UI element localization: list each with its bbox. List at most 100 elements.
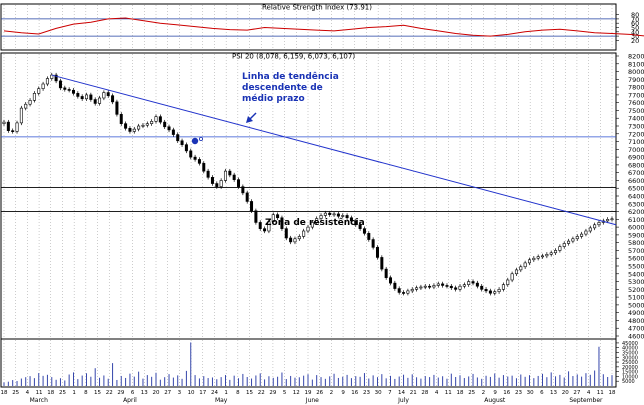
volume-bars [3,342,613,386]
month-label: March [30,397,48,404]
rsi-tick-label: 50 [631,24,639,32]
price-candle [567,240,571,244]
price-candle [419,286,423,289]
price-candle [210,177,214,184]
price-tick-label: 6100 [628,216,644,224]
price-candle [475,282,479,287]
day-tick-label: 21 [410,390,417,396]
price-candle [180,140,184,145]
price-candle [432,285,436,288]
price-candle [37,88,41,94]
price-tick-label: 4600 [628,333,644,341]
price-candle [610,218,614,221]
price-candle [119,114,123,124]
month-label: September [569,397,603,404]
price-horizontal-lines [1,136,616,212]
day-tick-label: 16 [503,390,510,396]
price-candle [145,123,149,126]
rsi-frame [0,3,617,51]
price-candle [323,212,327,216]
price-candle [15,122,19,132]
price-candle [171,129,175,135]
price-candle [28,100,32,105]
day-tick-label: 25 [468,390,475,396]
price-candle [436,283,440,286]
rsi-tick-label: 80 [631,11,639,19]
day-tick-label: 8 [236,390,240,396]
price-tick-label: 6800 [628,161,644,169]
price-tick-label: 4800 [628,317,644,325]
price-tick-label: 5400 [628,270,644,278]
price-candle [536,256,540,259]
price-candle [510,273,514,281]
price-candle [332,213,336,216]
price-tick-label: 4900 [628,309,644,317]
price-tick-label: 7200 [628,130,644,138]
price-panel: 4600470048004900500051005200530054005500… [0,52,644,341]
price-candle [128,128,132,132]
price-candle [189,150,193,158]
price-tick-label: 5000 [628,301,644,309]
price-candle [132,128,136,132]
x-axis: 18 25 4 11 18 25 1 8 15 22 29 6 13 20 27 3 10 17 24 1 8 15 22 2… [1,390,616,404]
price-candle [89,94,93,100]
price-candle [41,83,45,89]
price-candle [6,121,10,131]
volume-tick-label: 45000 [622,341,638,347]
price-tick-label: 7900 [628,76,644,84]
price-candle [445,285,449,287]
price-candle [54,74,58,82]
rsi-levels [1,18,616,37]
month-label: August [484,397,506,404]
day-tick-label: 15 [246,390,253,396]
price-tick-label: 5900 [628,231,644,239]
trendline [51,74,617,226]
rsi-tick-label: 30 [631,33,639,41]
price-candle [584,230,588,235]
price-candle [93,99,97,104]
day-tick-label: 18 [1,390,8,396]
price-candle [197,159,201,164]
day-tick-label: 11 [597,390,604,396]
price-candle [367,233,371,240]
rsi-line [3,17,644,37]
day-tick-label: 14 [398,390,405,396]
price-candle [228,170,232,176]
trend-annotation: Linha de tendência descendente de médio pr… [242,71,339,104]
price-candle [167,126,171,131]
price-tick-label: 5200 [628,286,644,294]
price-candle [63,87,67,90]
price-candle [415,287,419,290]
price-candle [345,215,349,219]
price-candle [319,215,323,219]
price-candle [606,219,610,222]
price-candle [141,124,145,127]
price-candle [501,284,505,290]
price-candle [588,227,592,232]
price-tick-label: 5500 [628,263,644,271]
price-candle [24,103,28,109]
price-candle [254,210,258,223]
price-candle [397,288,401,293]
price-candle [549,252,553,255]
day-tick-label: 20 [153,390,160,396]
price-candle [423,285,427,288]
month-label: May [215,397,228,404]
price-candle [111,95,115,103]
price-candle [276,214,280,219]
price-tick-label: 7600 [628,99,644,107]
price-candle [150,121,154,124]
price-candle [289,237,293,243]
day-tick-label: 9 [493,390,497,396]
price-tick-label: 5100 [628,294,644,302]
price-candle [384,268,388,278]
price-tick-label: 6900 [628,154,644,162]
price-candle [354,220,358,226]
price-candle [406,290,410,294]
price-candle [115,101,119,115]
price-candle [158,116,162,123]
price-candle [541,255,545,258]
price-tick-label: 7100 [628,138,644,146]
volume-frame [0,338,617,388]
